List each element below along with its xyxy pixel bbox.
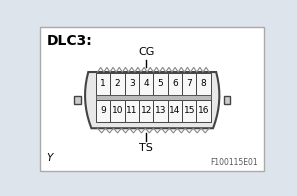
- Text: 1: 1: [100, 79, 106, 88]
- Bar: [96, 95, 211, 100]
- Bar: [125, 100, 139, 122]
- Bar: [182, 73, 196, 95]
- Text: Y: Y: [46, 153, 53, 163]
- Bar: [125, 73, 139, 95]
- Text: 11: 11: [126, 106, 138, 115]
- Bar: [168, 73, 182, 95]
- Text: 15: 15: [184, 106, 195, 115]
- Bar: [110, 73, 125, 95]
- Bar: [196, 73, 211, 95]
- Text: 16: 16: [198, 106, 209, 115]
- Bar: [224, 96, 230, 104]
- Text: 13: 13: [155, 106, 166, 115]
- Text: TS: TS: [139, 143, 153, 153]
- Bar: [182, 100, 196, 122]
- Text: 7: 7: [186, 79, 192, 88]
- Bar: [96, 100, 110, 122]
- Text: 10: 10: [112, 106, 123, 115]
- Bar: [139, 100, 153, 122]
- Bar: [153, 100, 168, 122]
- Text: 4: 4: [143, 79, 149, 88]
- Bar: [168, 100, 182, 122]
- Text: F100115E01: F100115E01: [210, 158, 258, 167]
- Text: 12: 12: [140, 106, 152, 115]
- Polygon shape: [85, 72, 219, 128]
- Text: 3: 3: [129, 79, 135, 88]
- Bar: [74, 96, 80, 104]
- Bar: [110, 100, 125, 122]
- Text: 2: 2: [115, 79, 120, 88]
- Text: CG: CG: [138, 47, 154, 57]
- Text: 5: 5: [158, 79, 163, 88]
- Bar: [96, 73, 110, 95]
- Bar: [196, 100, 211, 122]
- Text: 6: 6: [172, 79, 178, 88]
- Text: 8: 8: [201, 79, 206, 88]
- Text: 14: 14: [169, 106, 181, 115]
- Text: 9: 9: [100, 106, 106, 115]
- Bar: [139, 73, 153, 95]
- Bar: [153, 73, 168, 95]
- Text: DLC3:: DLC3:: [46, 34, 92, 48]
